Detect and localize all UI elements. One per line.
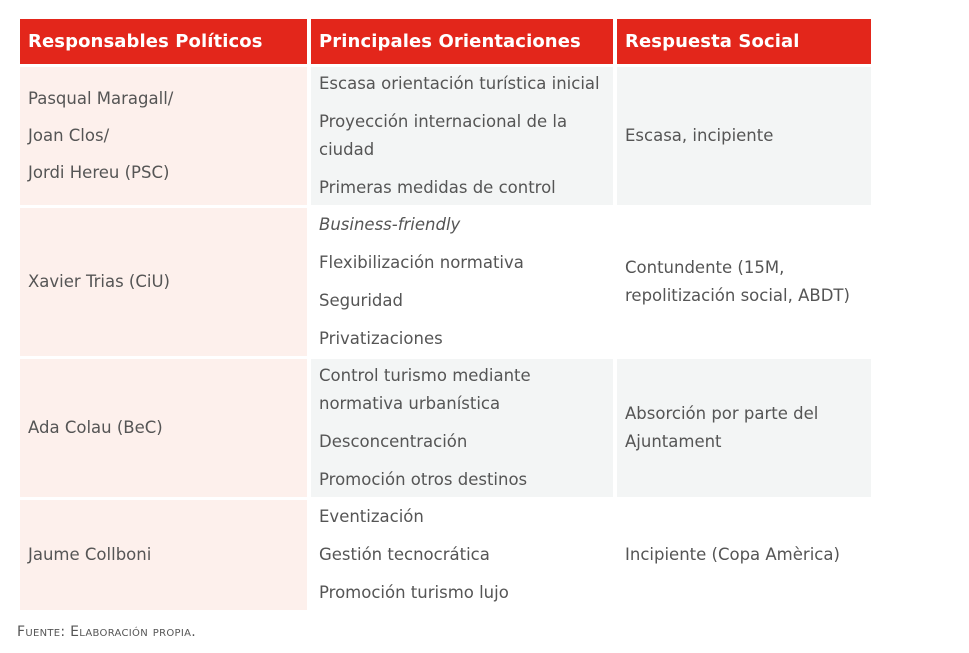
orientaciones-cell: Control turismo mediante normativa urban…	[311, 359, 613, 497]
orientation-item: Proyección internacional de la ciudad	[319, 112, 568, 159]
respuesta-cell: Incipiente (Copa Amèrica)	[625, 545, 840, 564]
responsables-cell: Xavier Trias (CiU)	[20, 208, 307, 356]
politician-name: Jordi Hereu (PSC)	[28, 163, 170, 182]
politician-name: Xavier Trias (CiU)	[28, 272, 170, 291]
orientation-item: Gestión tecnocrática	[319, 545, 490, 564]
orientation-item: Eventización	[319, 507, 424, 526]
header-responsables: Responsables Políticos	[20, 19, 307, 64]
politician-name: Pasqual Maragall/	[28, 89, 174, 108]
politician-name: Jaume Collboni	[28, 545, 152, 564]
respuesta-cell: Contundente (15M, repolitización social,…	[625, 258, 850, 305]
orientaciones-cell: Business-friendly Flexibilización normat…	[311, 208, 613, 356]
respuesta-cell: Absorción por parte del Ajuntament	[617, 359, 871, 497]
orientaciones-cell: Eventización Gestión tecnocrática Promoc…	[311, 500, 613, 610]
responsables-cell: Pasqual Maragall/ Joan Clos/ Jordi Hereu…	[20, 67, 307, 205]
orientation-item: Control turismo mediante normativa urban…	[319, 366, 531, 413]
responsables-cell: Ada Colau (BeC)	[20, 359, 307, 497]
header-row: Responsables Políticos Principales Orien…	[20, 19, 871, 64]
politician-name: Joan Clos/	[28, 126, 110, 145]
table-row: Xavier Trias (CiU) Business-friendly Fle…	[20, 208, 871, 356]
responsables-cell: Jaume Collboni	[20, 500, 307, 610]
table-row: Pasqual Maragall/ Joan Clos/ Jordi Hereu…	[20, 67, 871, 205]
header-respuesta: Respuesta Social	[617, 19, 871, 64]
table-row: Jaume Collboni Eventización Gestión tecn…	[20, 500, 871, 610]
orientation-item: Flexibilización normativa	[319, 253, 524, 272]
politician-name: Ada Colau (BeC)	[28, 418, 163, 437]
orientation-item: Business-friendly	[319, 215, 461, 234]
table-row: Ada Colau (BeC) Control turismo mediante…	[20, 359, 871, 497]
orientation-item: Promoción otros destinos	[319, 470, 528, 489]
respuesta-cell: Escasa, incipiente	[617, 67, 871, 205]
politics-table: Responsables Políticos Principales Orien…	[16, 16, 875, 613]
orientation-item: Privatizaciones	[319, 329, 443, 348]
source-caption: Fuente: Elaboración propia.	[17, 624, 196, 640]
orientation-item: Primeras medidas de control	[319, 178, 556, 197]
orientaciones-cell: Escasa orientación turística inicial Pro…	[311, 67, 613, 205]
orientation-item: Escasa orientación turística inicial	[319, 74, 600, 93]
orientation-item: Promoción turismo lujo	[319, 583, 509, 602]
orientation-item: Desconcentración	[319, 432, 468, 451]
orientation-item: Seguridad	[319, 291, 403, 310]
header-orientaciones: Principales Orientaciones	[311, 19, 613, 64]
